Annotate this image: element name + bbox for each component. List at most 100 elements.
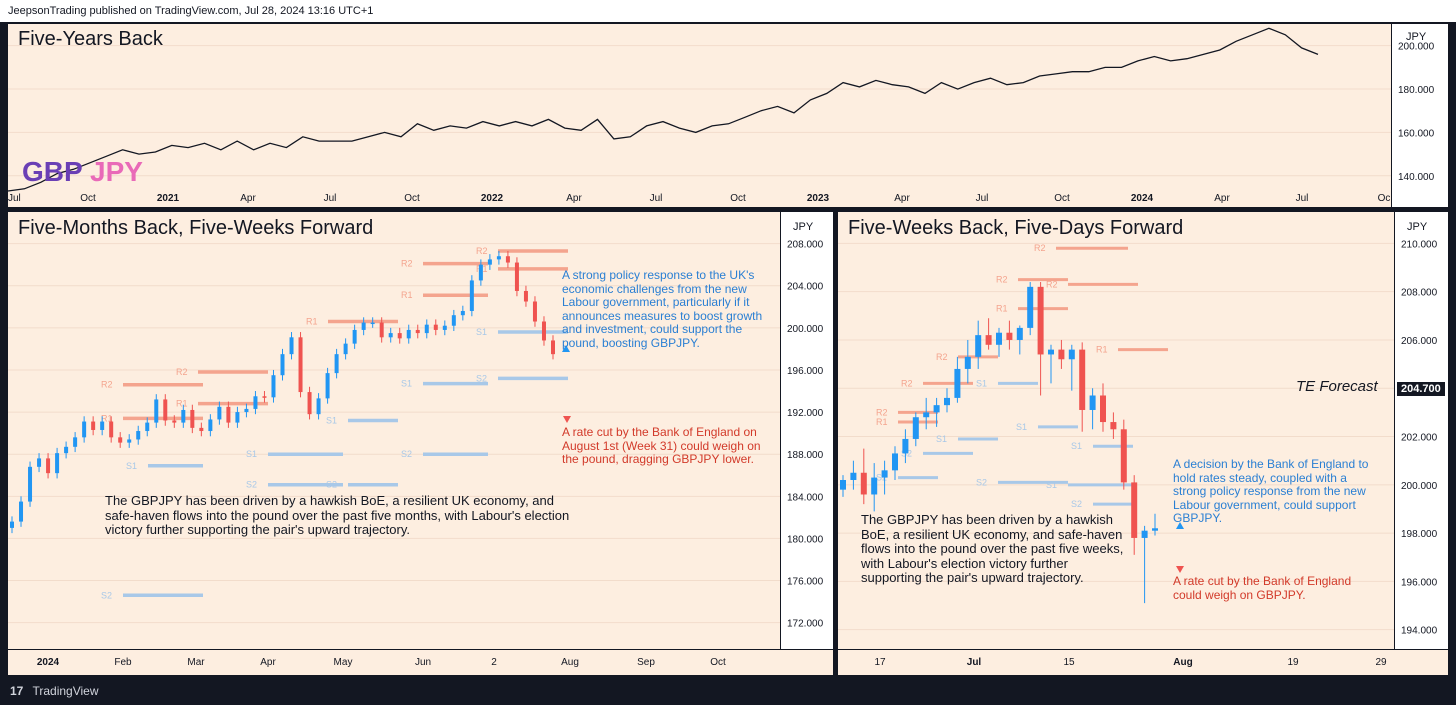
x-tick-label: 17 [874,657,886,668]
pivot-level-label: R2 [901,378,913,388]
x-tick-label: May [334,657,353,668]
x-tick-label: 2021 [157,193,180,204]
x-tick-label: Oct [730,193,746,204]
candle-body [172,420,177,423]
y-tick-label: 172.000 [787,619,824,630]
candle-body [244,408,249,413]
x-tick-label: Aug [1173,657,1192,668]
candle-body [343,343,348,355]
pivot-level-label: S2 [876,473,887,483]
pivot-level-label: R1 [996,304,1008,314]
pivot-level-label: S2 [101,590,112,600]
candle-body [1058,349,1065,360]
x-tick-label: Aug [561,657,579,668]
candle-body [190,409,195,428]
candle-body [1037,286,1044,355]
candle-body [1068,349,1075,360]
five-months-chart: R2R1S1S2R2R1S1S2R1S1S2R2R1S1S2R2R1S1S2 [8,243,780,624]
pivot-level-label: R2 [476,246,488,256]
pivot-level-label: S1 [1016,422,1027,432]
summary-annotation: The GBPJPY has been driven by a hawkish … [105,493,570,537]
bearish-arrow [563,416,571,423]
bullish-annotation: A strong policy response to the UK's eco… [562,268,763,350]
candle-body [933,405,940,413]
candle-body [217,406,222,420]
candle-body [127,439,132,443]
x-tick-label: Apr [894,193,910,204]
five-years-price-axis[interactable]: 140.000 160.000 180.000 200.000 JPY [1392,24,1448,207]
y-tick-label: 198.000 [1401,529,1438,540]
y-tick-label: 176.000 [787,577,824,588]
x-tick-label: Oct [80,193,96,204]
candle-body [902,438,909,454]
footer-brand[interactable]: TradingView [32,684,99,698]
x-tick-label: Jul [1296,193,1309,204]
bullish-annotation: A decision by the Bank of England to hol… [1173,457,1369,525]
candle-body [840,479,846,490]
tradingview-logo: 17 [10,684,24,698]
y-tick-label: 140.000 [1398,172,1435,183]
five-months-time-axis[interactable]: 2024 Feb Mar Apr May Jun 2 Aug Sep Oct [8,650,833,675]
panel-title: Five-Months Back, Five-Weeks Forward [18,217,374,239]
candle-body [1006,332,1013,340]
pivot-level-label: S1 [936,434,947,444]
bullish-arrow [1176,522,1184,529]
candle-body [1141,530,1148,538]
candle-body [370,322,375,325]
candle-body [1120,429,1127,483]
y-tick-label: 206.000 [1401,336,1438,347]
candle-body [19,501,24,522]
candle-body [496,256,501,260]
candle-body [136,431,141,440]
candle-body [316,398,321,415]
candle-body [1048,349,1054,355]
bearish-annotation: A rate cut by the Bank of England could … [1173,574,1352,602]
pivot-level-label: R1 [306,317,318,327]
five-months-price-axis[interactable]: 172.000 176.000 180.000 184.000 188.000 192.0… [781,212,833,649]
candle-body [118,437,123,443]
x-tick-label: 15 [1063,657,1075,668]
candle-body [1079,349,1086,410]
pivot-level-label: S1 [476,327,487,337]
footer-bar: 17 TradingView [0,678,1456,705]
candle-body [181,409,186,423]
candle-body [487,259,492,265]
y-tick-label: 184.000 [787,492,824,503]
candle-body [985,335,992,345]
brand-base: GBP [22,156,83,187]
x-tick-label: 29 [1375,657,1387,668]
five-weeks-time-axis[interactable]: 17 Jul 15 Aug 19 29 [838,650,1448,675]
five-weeks-price-axis[interactable]: 194.000196.000198.000200.000202.000204.0… [1395,212,1448,649]
candle-body [64,446,69,454]
pivot-level-label: R2 [996,275,1008,285]
candle-body [397,333,402,339]
five-years-panel: Jul Oct 2021 Apr Jul Oct 2022 Apr Jul Oct 2023 Apr J… [8,24,1391,207]
pivot-level-label: R1 [176,399,188,409]
pivot-level-label: S2 [476,373,487,383]
candle-body [307,392,312,415]
pivot-level-label: S2 [326,480,337,490]
candle-body [871,477,878,495]
pivot-level-label: R2 [936,352,948,362]
pivot-level-label: S1 [1046,480,1057,490]
candle-body [954,368,961,398]
candle-body [289,337,294,355]
y-tick-label: 180.000 [787,534,824,545]
y-tick-label: 200.000 [787,324,824,335]
pivot-level-label: R2 [1046,279,1058,289]
currency-label: JPY [1406,31,1427,43]
candle-body [514,262,519,291]
candle-body [28,466,33,502]
candle-body [551,340,555,355]
candle-body [433,324,438,330]
x-tick-label: Apr [566,193,582,204]
candle-body [82,421,87,438]
panel-title: Five-Weeks Back, Five-Days Forward [848,217,1184,239]
candle-body [109,421,114,438]
candle-body [523,290,528,302]
candle-body [37,458,42,467]
candle-body [964,356,971,369]
x-tick-label: 2023 [807,193,830,204]
candle-body [352,329,357,344]
candle-body [199,427,204,432]
